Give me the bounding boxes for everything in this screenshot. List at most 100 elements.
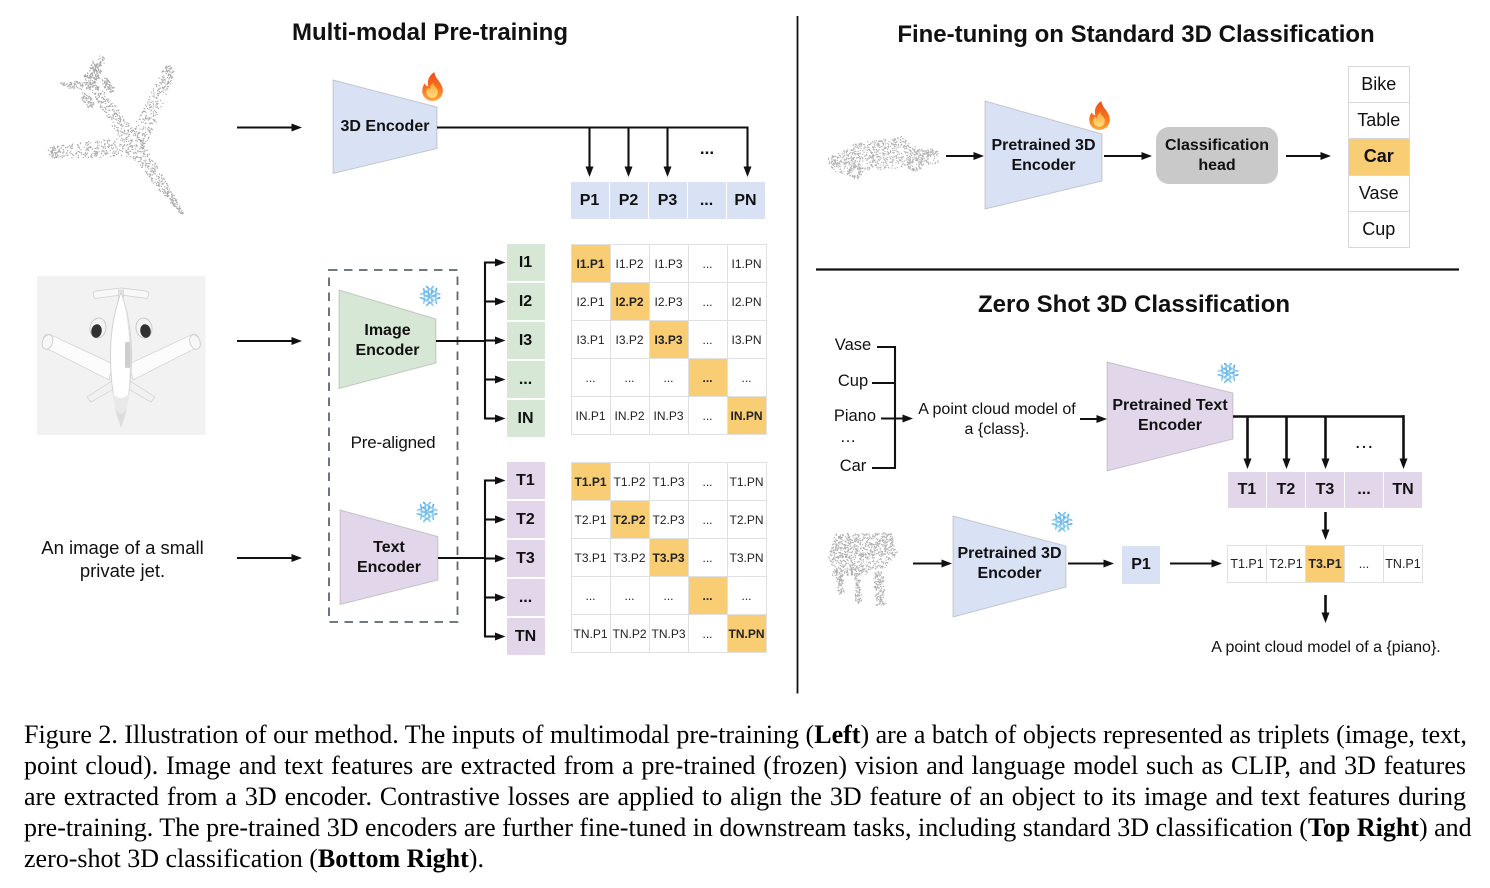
i-p-similarity-matrix-cell: ...: [688, 321, 727, 358]
i-p-similarity-matrix-cell: I3.PN: [727, 321, 766, 358]
arrow-encoder-to-head: [1104, 152, 1152, 160]
i-cell: I3: [506, 322, 545, 359]
zeroshot-panel-title: Zero Shot 3D Classification: [977, 291, 1291, 318]
caption-text: Figure 2. Illustration of our method. Th…: [24, 720, 815, 749]
connector-text-encoder-to-t-row: [1233, 415, 1408, 469]
i-cell: I1: [506, 244, 545, 281]
arrow-head: [495, 593, 506, 602]
arrow: [485, 258, 506, 267]
zeroshot-3d-encoder-label: Pretrained 3D Encoder: [953, 544, 1066, 583]
arrow-piano-to-encoder: [913, 559, 952, 568]
i-cell: IN: [506, 400, 545, 437]
t-p-similarity-matrix-cell: ...: [649, 577, 688, 614]
arrow-encoder-to-p1: [1068, 559, 1114, 568]
p-cell: PN: [726, 182, 765, 219]
arrow-head: [1141, 152, 1152, 160]
arrow: [485, 515, 506, 524]
arrow: [485, 375, 506, 384]
p-cell: P3: [648, 182, 687, 219]
t-p-similarity-matrix-cell: ...: [688, 463, 727, 500]
prompt-line1: A point cloud model of: [918, 401, 1076, 418]
arrow-head: [1399, 458, 1408, 469]
private-jet-photo: [37, 276, 206, 435]
pretrained-3d-encoder-label-line2: Encoder: [1011, 156, 1076, 174]
arrow-head: [495, 258, 506, 267]
arrow-image-to-image-encoder: [237, 337, 302, 345]
caption-line: are extracted from a 3D encoder. Contras…: [24, 781, 1466, 812]
image-encoder-label-line1: Image: [364, 322, 411, 339]
arrow: [485, 476, 506, 485]
fire-icon: [422, 72, 443, 101]
t-p-similarity-matrix-cell: ...: [610, 577, 649, 614]
connector-text-encoder-to-t-cells: [438, 476, 506, 641]
p1-cell: P1: [1122, 546, 1160, 584]
arrow: [485, 336, 506, 345]
pretrained-3d-encoder-label: Pretrained 3D Encoder: [985, 136, 1102, 175]
snowflake-icon: [1216, 360, 1240, 386]
zs-class-dots: …: [839, 428, 857, 446]
arrow: [585, 127, 594, 177]
t-p-similarity-matrix-cell: ...: [688, 577, 727, 614]
left-panel-title: Multi-modal Pre-training: [292, 19, 568, 46]
classification-head-label-line2: head: [1198, 156, 1236, 174]
arrow: [624, 127, 633, 177]
arrow: [1399, 415, 1408, 469]
arrow: [1243, 416, 1252, 469]
i-p-similarity-matrix-cell: ...: [688, 397, 727, 434]
i-p-similarity-matrix-cell: I3.P3: [649, 321, 688, 358]
caption-text: ) and: [1418, 813, 1472, 842]
pretrained-3d-encoder-shape: [984, 100, 1103, 210]
arrow-head: [495, 632, 506, 641]
class-list-item: Car: [1349, 139, 1409, 175]
pre-aligned-label: Pre-aligned: [350, 433, 436, 452]
i-p-similarity-matrix-cell: IN.P1: [571, 397, 610, 434]
text-encoder-label: Text Encoder: [340, 538, 438, 577]
i-p-similarity-matrix-cell: IN.PN: [727, 397, 766, 434]
i-p-similarity-matrix-cell: I2.P3: [649, 283, 688, 320]
pre-aligned-box: [328, 269, 459, 623]
arrow-head: [973, 152, 984, 160]
t-p-similarity-matrix-cell: T3.P2: [610, 539, 649, 576]
i-p-similarity-matrix-cell: I3.P1: [571, 321, 610, 358]
classification-head-shape: [1156, 127, 1278, 184]
arrow-head: [1096, 415, 1107, 423]
arrow-head: [495, 476, 506, 485]
t-row-dots: …: [1354, 431, 1374, 453]
score-cell: T3.P1: [1306, 546, 1344, 582]
i-p-similarity-matrix-cell: I1.PN: [727, 245, 766, 282]
classification-head-label: Classification head: [1156, 136, 1278, 175]
arrow-p1-to-score: [1170, 559, 1222, 568]
arrow: [485, 297, 506, 306]
arrow: [1282, 416, 1291, 469]
t-p-similarity-matrix-cell: T1.P2: [610, 463, 649, 500]
pretrained-text-encoder-label-line2: Encoder: [1137, 416, 1202, 434]
zs-class-cup: Cup: [837, 372, 869, 390]
image-caption-text: An image of a small private jet.: [30, 536, 215, 582]
arrow-head: [1243, 458, 1252, 469]
zs-t-cell: T1: [1228, 472, 1266, 508]
t-p-similarity-matrix: T1.P1 T1.P2 T1.P3... T1.PN T2.P1 T2.P2 T2.P3..…: [570, 462, 767, 653]
caption-text: point cloud). Image and text features ar…: [24, 751, 1466, 780]
t-p-similarity-matrix-cell: T2.P2: [610, 501, 649, 538]
arrow-head: [1211, 559, 1222, 568]
prompt-line2: a {class}.: [964, 421, 1030, 438]
pretrained-text-encoder-shape: [1106, 361, 1234, 472]
i-p-similarity-matrix-cell: I2.P1: [571, 283, 610, 320]
encoder-3d-shape: [332, 79, 438, 175]
zs-t-cell: T2: [1267, 472, 1305, 508]
t-cell: TN: [506, 618, 545, 655]
similarity-score-row: T1.P1 T2.P1 T3.P1... TN.P1: [1227, 545, 1423, 583]
caption-text: are extracted from a 3D encoder. Contras…: [24, 782, 1466, 811]
arrow-head: [495, 336, 506, 345]
score-cell: T2.P1: [1267, 546, 1305, 582]
zs-class-car: Car: [839, 457, 867, 475]
score-cell: T1.P1: [1228, 546, 1266, 582]
zs-class-vase: Vase: [834, 336, 872, 354]
arrow-head: [941, 559, 952, 568]
caption-text: zero-shot 3D classification (: [24, 844, 318, 873]
arrow-head: [495, 414, 506, 423]
caption-line: point cloud). Image and text features ar…: [24, 750, 1466, 781]
arrow-head: [495, 297, 506, 306]
arrow-head: [1321, 612, 1330, 623]
i-cell: ...: [506, 361, 545, 398]
